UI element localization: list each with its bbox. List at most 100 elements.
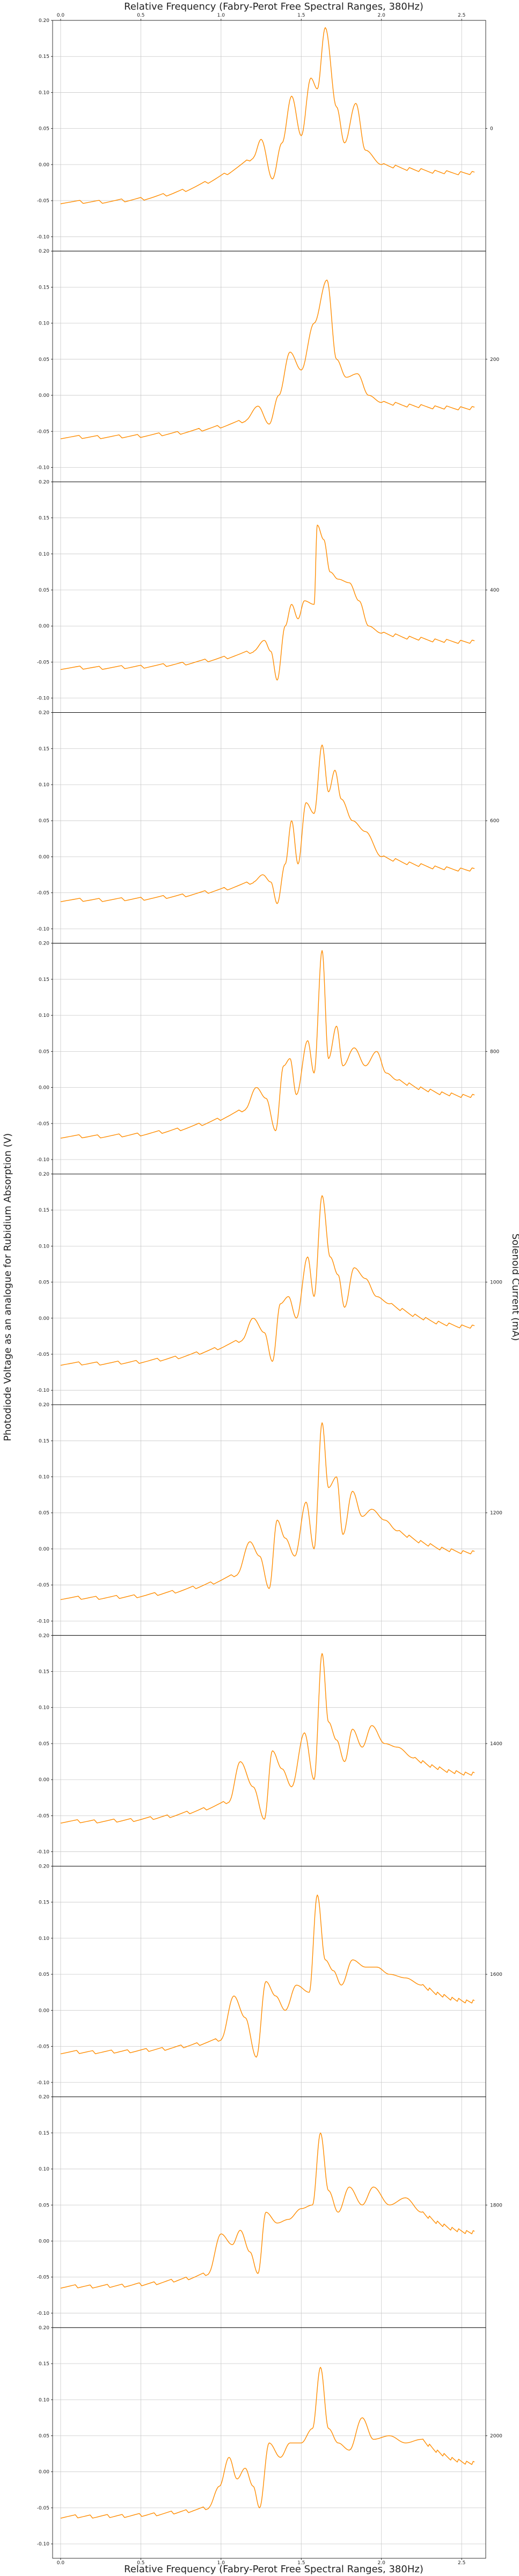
current-label: 400 [490,588,499,593]
y-tick-label: 0.15 [39,1208,49,1213]
y-tick-label: 0.10 [39,2397,49,2403]
x-tick-label-top: 1.5 [297,13,305,18]
y-tick-label: 0.10 [39,1706,49,1711]
series-line-1400mA [60,1653,475,1824]
y-tick-label: 0.15 [39,2361,49,2367]
y-tick-label: 0.05 [39,1049,49,1054]
y-tick-label: -0.05 [37,891,49,896]
y-tick-label: 0.15 [39,977,49,983]
y-tick-label: -0.05 [37,660,49,665]
y-tick-label: -0.05 [37,1813,49,1819]
y-tick-label: 0.20 [39,2095,49,2100]
current-label: 1400 [490,1741,502,1747]
panel-frame [52,1173,486,1405]
series-line-1200mA [60,1422,475,1600]
y-tick-label: -0.10 [37,2311,50,2316]
y-tick-label: 0.15 [39,1669,49,1674]
y-tick-label: -0.10 [37,465,50,470]
y-tick-label: 0.05 [39,1511,49,1516]
y-tick-label: 0.10 [39,552,49,557]
x-tick-label-bottom: 0.0 [57,2560,65,2566]
y-tick-label: -0.10 [37,696,50,702]
series-line-2000mA [60,2367,475,2519]
y-tick-label: -0.10 [37,927,50,932]
y-tick-label: 0.05 [39,127,49,132]
x-tick-label-top: 1.0 [217,13,225,18]
x-tick-label-top: 2.0 [378,13,386,18]
series-line-600mA [60,744,475,904]
y-tick-label: 0.05 [39,2203,49,2208]
trace-layer [60,27,475,2519]
y-tick-label: 0.15 [39,1438,49,1444]
y-tick-label: 0.00 [39,1316,49,1322]
panel-frame [52,1404,486,1636]
y-tick-label: 0.20 [39,711,49,716]
y-tick-label: 0.20 [39,479,49,485]
panel-frame [52,1635,486,1866]
y-tick-label: 0.10 [39,2167,49,2172]
x-tick-label-top: 0.0 [57,13,65,18]
plot-frame [51,19,487,2560]
panel-frame [52,20,486,252]
x-tick-label-top: 2.5 [458,13,465,18]
y-tick-label: 0.10 [39,1244,49,1249]
y-tick-label: 0.10 [39,321,49,327]
y-tick-label: -0.05 [37,2275,49,2280]
label-layer: 0.0 0.0 0.5 0.5 1.0 1.0 1.5 1.5 2.0 2.0 2.5 2.5 0.20… [37,13,502,2566]
right-axis-title: Solenoid Current (mA) [510,1234,519,1341]
x-tick-label-top: 0.5 [137,13,144,18]
current-label: 1000 [490,1280,502,1286]
y-tick-label: -0.10 [37,1388,50,1393]
y-tick-label: -0.05 [37,2044,49,2050]
series-line-1800mA [60,2132,475,2289]
current-label: 1200 [490,1511,502,1516]
y-tick-label: 0.00 [39,1086,49,1091]
series-line-400mA [60,525,475,681]
series-line-800mA [60,950,475,1139]
y-tick-label: 0.00 [39,2008,49,2013]
y-tick-label: -0.05 [37,198,49,204]
y-tick-label: -0.05 [37,1583,49,1588]
current-label: 0 [490,127,493,132]
y-tick-label: -0.10 [37,234,50,240]
series-line-0mA [60,27,475,204]
y-tick-label: 0.10 [39,1475,49,1480]
y-tick-label: 0.00 [39,1777,49,1783]
y-tick-label: 0.05 [39,1280,49,1286]
series-line-1600mA [60,1894,475,2058]
y-tick-label: -0.05 [37,1121,49,1127]
y-tick-label: 0.00 [39,163,49,168]
y-tick-label: 0.15 [39,516,49,521]
y-tick-label: -0.10 [37,1619,50,1624]
y-tick-label: 0.20 [39,941,49,947]
x-tick-label-bottom: 1.5 [297,2560,305,2566]
y-tick-label: 0.20 [39,1633,49,1638]
y-tick-label: -0.10 [37,1850,50,1855]
grid-layer [53,20,486,2558]
panel-frame [52,250,486,482]
y-axis-title: Photodiode Voltage as an analogue for Ru… [2,1133,13,1441]
y-tick-label: 0.05 [39,2433,49,2439]
y-tick-label: 0.00 [39,393,49,398]
x-tick-label-bottom: 2.0 [378,2560,386,2566]
current-label: 600 [490,818,499,824]
y-tick-label: 0.20 [39,249,49,254]
y-tick-label: 0.10 [39,90,49,95]
current-label: 2000 [490,2433,502,2439]
y-tick-label: -0.05 [37,2506,49,2511]
series-line-200mA [60,279,475,439]
y-tick-label: 0.10 [39,783,49,788]
y-tick-label: 0.00 [39,2470,49,2475]
y-tick-label: 0.15 [39,2131,49,2136]
panel-frame [52,1866,486,2098]
y-tick-label: -0.05 [37,1352,49,1357]
y-tick-label: 0.00 [39,1547,49,1552]
current-label: 200 [490,357,499,363]
top-axis-title: Relative Frequency (Fabry-Perot Free Spe… [124,1,423,12]
y-tick-label: 0.10 [39,1936,49,1942]
y-tick-label: 0.00 [39,624,49,629]
y-tick-label: 0.00 [39,854,49,860]
y-tick-label: 0.15 [39,285,49,290]
y-tick-label: 0.00 [39,2239,49,2245]
